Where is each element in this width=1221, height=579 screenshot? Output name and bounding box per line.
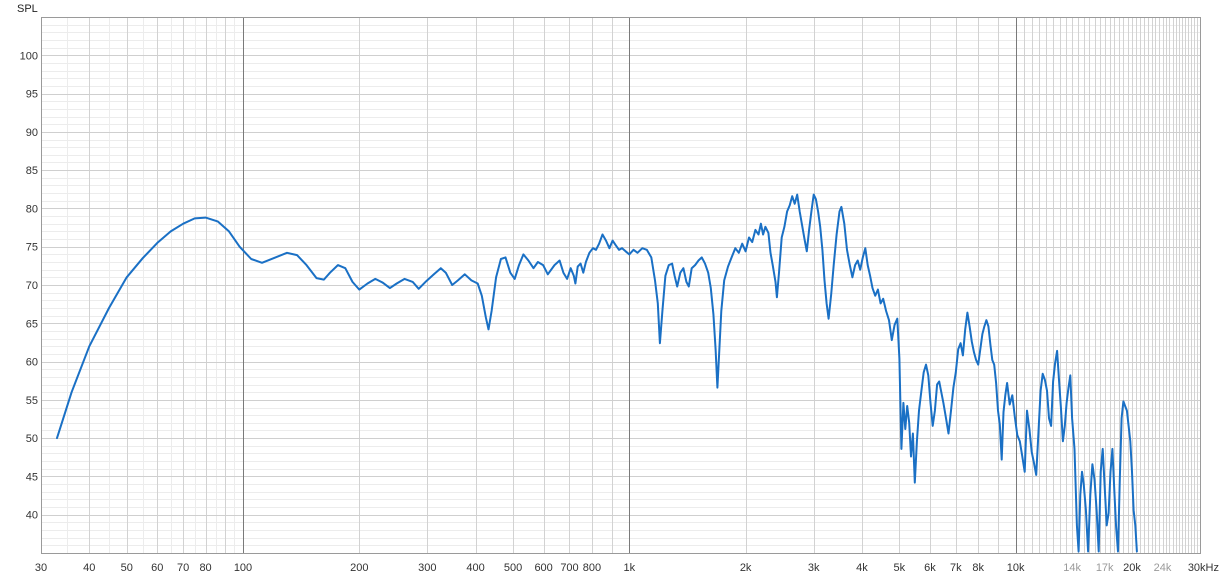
x-tick-label: 14k	[1063, 562, 1081, 574]
y-tick-label: 40	[26, 510, 38, 522]
y-tick-label: 90	[26, 127, 38, 139]
x-tick-label: 20k	[1123, 562, 1141, 574]
y-tick-label: 75	[26, 242, 38, 254]
x-axis-tick-labels: 30 40 50 60 70 80 100 200 300 400 500 600 700 800 1k 2k…	[35, 562, 1219, 574]
x-tick-label: 500	[504, 562, 522, 574]
x-tick-label: 80	[199, 562, 211, 574]
y-tick-label: 95	[26, 89, 38, 101]
y-tick-label: 80	[26, 203, 38, 215]
y-tick-label: 50	[26, 433, 38, 445]
x-tick-label: 24k	[1154, 562, 1172, 574]
major-gridlines	[41, 17, 1200, 554]
plot-area-border	[41, 17, 1201, 554]
x-tick-label: 2k	[740, 562, 752, 574]
x-tick-label: 300	[418, 562, 436, 574]
y-tick-label: 45	[26, 471, 38, 483]
x-tick-label: 10k	[1007, 562, 1025, 574]
x-tick-label: 7k	[950, 562, 962, 574]
y-axis-label: SPL	[17, 3, 38, 15]
x-tick-label: 70	[177, 562, 189, 574]
x-tick-label: 6k	[924, 562, 936, 574]
y-tick-label: 55	[26, 395, 38, 407]
x-tick-label: 30kHz	[1188, 562, 1219, 574]
x-tick-label: 30	[35, 562, 47, 574]
x-tick-label: 600	[534, 562, 552, 574]
y-axis-tick-labels: 40 45 50 55 60 65 70 75 80 85 90 95 100	[20, 50, 38, 521]
series-group	[56, 193, 1138, 553]
x-tick-label: 8k	[972, 562, 984, 574]
x-tick-label: 1k	[624, 562, 636, 574]
x-tick-label: 50	[121, 562, 133, 574]
x-tick-label: 700	[560, 562, 578, 574]
x-tick-label: 40	[83, 562, 95, 574]
x-tick-label: 400	[466, 562, 484, 574]
x-tick-label: 100	[234, 562, 252, 574]
y-tick-label: 60	[26, 357, 38, 369]
y-tick-label: 65	[26, 318, 38, 330]
x-tick-label: 17k	[1096, 562, 1114, 574]
y-tick-label: 85	[26, 165, 38, 177]
x-tick-label: 3k	[808, 562, 820, 574]
x-tick-label: 4k	[856, 562, 868, 574]
series-line	[56, 193, 1138, 553]
x-tick-label: 200	[350, 562, 368, 574]
x-tick-label: 60	[151, 562, 163, 574]
y-tick-label: 100	[20, 50, 38, 62]
y-tick-label: 70	[26, 280, 38, 292]
x-tick-label: 5k	[894, 562, 906, 574]
x-tick-label: 800	[583, 562, 601, 574]
